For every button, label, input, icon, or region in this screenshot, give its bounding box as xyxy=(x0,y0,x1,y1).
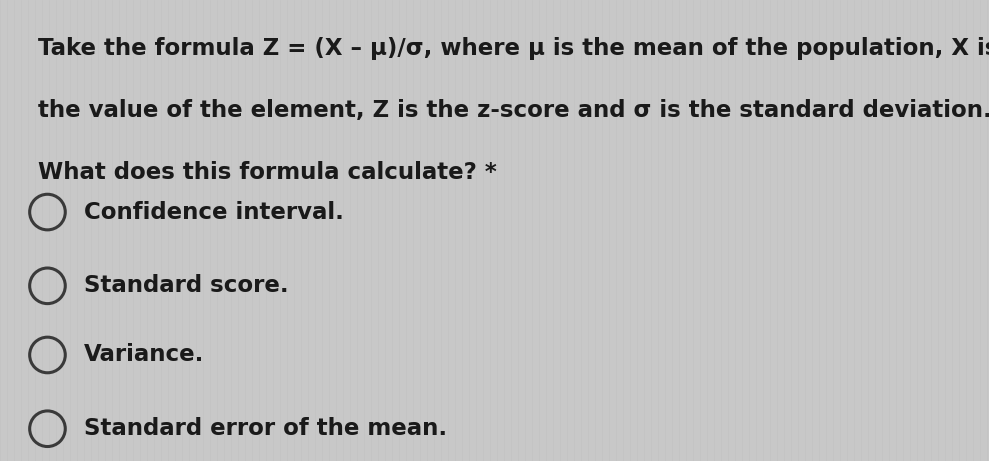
Text: Take the formula Z = (X – μ)/σ, where μ is the mean of the population, X is: Take the formula Z = (X – μ)/σ, where μ … xyxy=(38,37,989,60)
Text: Standard error of the mean.: Standard error of the mean. xyxy=(84,417,447,440)
Text: Variance.: Variance. xyxy=(84,343,205,366)
Text: Standard score.: Standard score. xyxy=(84,274,289,297)
Text: What does this formula calculate? *: What does this formula calculate? * xyxy=(38,161,496,184)
Text: Confidence interval.: Confidence interval. xyxy=(84,201,344,224)
Text: the value of the element, Z is the z-score and σ is the standard deviation.: the value of the element, Z is the z-sco… xyxy=(38,99,989,122)
